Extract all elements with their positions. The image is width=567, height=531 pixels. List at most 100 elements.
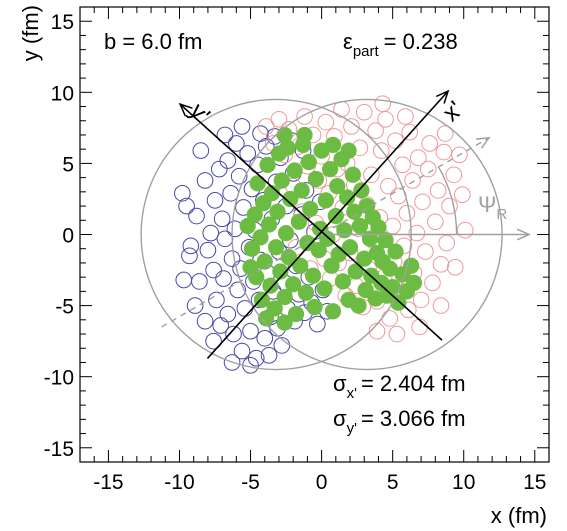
sigma-y-symbol: σ bbox=[333, 406, 347, 431]
participant-point bbox=[277, 224, 295, 242]
nucleon-b-point bbox=[411, 318, 428, 336]
participant-point bbox=[387, 243, 404, 260]
event-plane-label: ΨR bbox=[478, 192, 507, 223]
eps-value: = 0.238 bbox=[384, 29, 458, 54]
sigma-x-subscript: x' bbox=[347, 385, 358, 402]
participant-point bbox=[403, 257, 420, 274]
participant-point bbox=[282, 190, 299, 208]
nucleon-b-point bbox=[446, 258, 464, 276]
y-prime-axis-label: y' bbox=[184, 98, 215, 128]
nucleon-b-point bbox=[387, 132, 404, 149]
nucleon-a-point bbox=[233, 118, 251, 135]
participant-point bbox=[310, 242, 327, 259]
nucleon-b-point bbox=[374, 95, 392, 113]
nucleon-a-point bbox=[191, 273, 208, 290]
event-plane-arrowhead bbox=[475, 136, 491, 149]
x-tick-label: -15 bbox=[93, 471, 123, 494]
participant-point bbox=[249, 175, 266, 192]
nucleon-b-point bbox=[426, 213, 444, 231]
nucleon-a-point bbox=[196, 172, 214, 189]
participant-point bbox=[307, 170, 325, 188]
participant-point bbox=[377, 232, 394, 249]
participant-point bbox=[302, 200, 319, 218]
nucleon-b-point bbox=[451, 146, 468, 164]
reference-overlay bbox=[140, 98, 531, 371]
nucleon-b-point bbox=[432, 256, 450, 273]
participant-point bbox=[243, 240, 261, 257]
x-prime-arrowhead bbox=[435, 89, 450, 104]
participant-point bbox=[300, 153, 317, 171]
nucleon-a-point bbox=[215, 270, 232, 287]
nucleon-b-point bbox=[414, 193, 431, 211]
sigma-x-symbol: σ bbox=[333, 371, 347, 396]
nucleon-b-point bbox=[435, 143, 453, 161]
participant-point bbox=[304, 267, 322, 284]
nucleon-a-point bbox=[219, 152, 237, 169]
participant-point bbox=[260, 216, 278, 233]
nucleon-a-point bbox=[225, 325, 242, 343]
nucleon-b-point bbox=[270, 111, 288, 128]
nucleon-b-point bbox=[333, 101, 350, 118]
nucleon-b-point bbox=[453, 186, 471, 204]
nucleon-a-point bbox=[192, 142, 210, 159]
y-prime-axis bbox=[179, 103, 443, 341]
participant-point bbox=[322, 160, 339, 178]
participant-point bbox=[286, 162, 303, 179]
participant-point bbox=[276, 288, 293, 306]
nucleon-b-point bbox=[421, 135, 438, 152]
nucleon-a-point bbox=[216, 230, 234, 248]
nucleon-a-point bbox=[181, 247, 198, 265]
nucleon-b-point bbox=[394, 156, 411, 174]
participant-point bbox=[296, 126, 313, 144]
x-tick-label: 10 bbox=[452, 471, 475, 494]
participant-point bbox=[276, 126, 293, 144]
nucleon-b-point bbox=[367, 122, 384, 140]
x-tick-label: 5 bbox=[387, 471, 399, 494]
nucleon-a-point bbox=[222, 184, 239, 202]
participant-point bbox=[287, 306, 305, 323]
participant-point bbox=[252, 229, 269, 246]
participant-point bbox=[290, 213, 307, 230]
participant-point bbox=[316, 280, 333, 297]
participant-point bbox=[259, 156, 276, 173]
nucleon-b-point bbox=[412, 291, 430, 309]
nucleon-b-point bbox=[257, 118, 275, 135]
eps-subscript: part bbox=[353, 43, 380, 60]
y-tick-label: -5 bbox=[55, 296, 74, 319]
nucleon-a-point bbox=[174, 184, 191, 202]
plane-angle-arc bbox=[437, 166, 458, 235]
sigma-y-subscript: y' bbox=[347, 420, 358, 437]
nucleon-a-point bbox=[228, 135, 245, 152]
nucleon-a-point bbox=[242, 322, 259, 340]
participant-point bbox=[269, 203, 286, 220]
nucleon-a-point bbox=[196, 312, 214, 330]
nucleon-a-point bbox=[309, 315, 326, 333]
nucleon-b-point bbox=[441, 197, 458, 215]
y-tick-label: 15 bbox=[51, 11, 74, 34]
eps-symbol: ε bbox=[343, 29, 353, 54]
participant-point bbox=[273, 172, 290, 189]
nucleon-a-point bbox=[223, 250, 241, 267]
nucleon-b-point bbox=[401, 123, 419, 141]
participant-point bbox=[297, 284, 315, 301]
participant-point bbox=[339, 189, 356, 206]
nucleon-a-point bbox=[233, 342, 251, 360]
participant-point bbox=[317, 192, 334, 209]
nucleon-a-point bbox=[205, 261, 222, 279]
y-tick-label: 5 bbox=[62, 153, 74, 176]
nucleon-a-point bbox=[186, 297, 204, 314]
nucleon-a-point bbox=[260, 347, 278, 364]
participant-point bbox=[324, 303, 342, 320]
nucleon-a-point bbox=[230, 167, 248, 185]
participant-point bbox=[306, 298, 323, 316]
tick-labels: -15 -10 -5 0 5 10 15 -15 -10 -5 0 5 10 15 bbox=[44, 11, 547, 494]
nucleon-a-point bbox=[219, 305, 237, 323]
participant-axes: x'y' bbox=[178, 89, 468, 359]
nucleon-b-point bbox=[363, 166, 380, 184]
sigma-y-label: σy' = 3.066 fm bbox=[333, 406, 466, 437]
participant-point bbox=[280, 249, 298, 266]
nucleon-a-point bbox=[256, 329, 274, 347]
nucleon-a-point bbox=[216, 126, 234, 144]
eccentricity-label: εpart = 0.238 bbox=[343, 29, 458, 60]
x-prime-axis bbox=[206, 90, 449, 359]
